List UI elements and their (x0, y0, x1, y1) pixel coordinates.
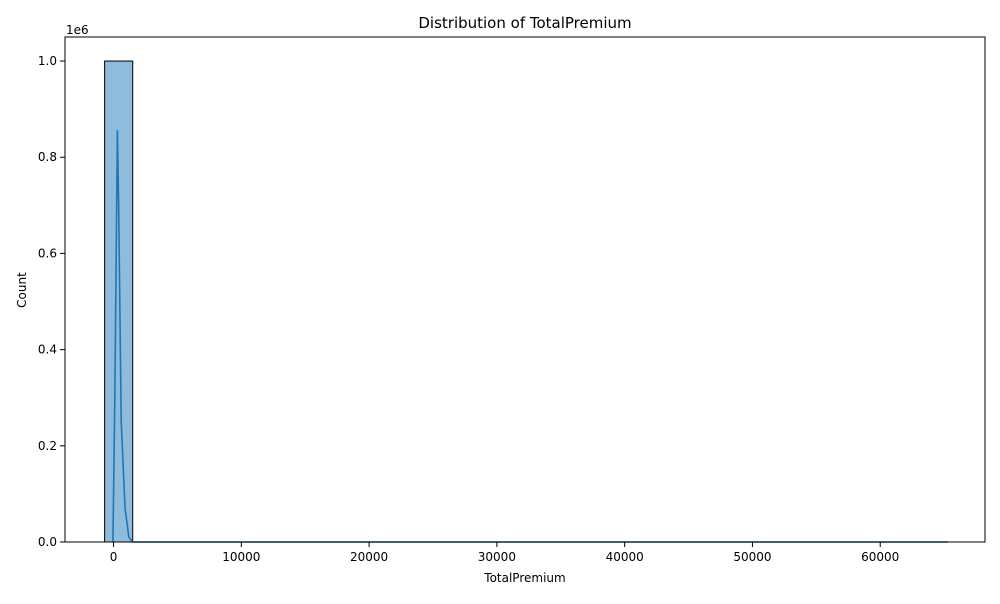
x-tick-label: 60000 (861, 550, 899, 564)
bars-layer (104, 60, 948, 543)
x-tick-label: 20000 (350, 550, 388, 564)
kde-layer (112, 129, 948, 543)
x-tick-label: 0 (110, 550, 118, 564)
y-scale-label: 1e6 (66, 23, 89, 37)
y-tick-label: 0.2 (38, 439, 57, 453)
kde-line (112, 129, 948, 543)
y-tick-label: 0.4 (38, 343, 57, 357)
x-tick-label: 40000 (606, 550, 644, 564)
x-tick-label: 10000 (222, 550, 260, 564)
x-tick-label: 50000 (733, 550, 771, 564)
y-axis-label: Count (15, 272, 29, 308)
y-tick-label: 0.0 (38, 535, 57, 549)
y-axis: 0.0 0.2 0.4 0.6 0.8 1.0 (38, 54, 65, 549)
histogram-bar (104, 60, 134, 543)
y-tick-label: 1.0 (38, 54, 57, 68)
x-tick-label: 30000 (478, 550, 516, 564)
x-axis-label: TotalPremium (483, 571, 565, 585)
y-tick-label: 0.6 (38, 246, 57, 260)
plot-frame (64, 36, 986, 543)
x-axis: 0 10000 20000 30000 40000 50000 60000 (110, 542, 899, 564)
chart-title: Distribution of TotalPremium (418, 14, 631, 32)
y-tick-label: 0.8 (38, 150, 57, 164)
